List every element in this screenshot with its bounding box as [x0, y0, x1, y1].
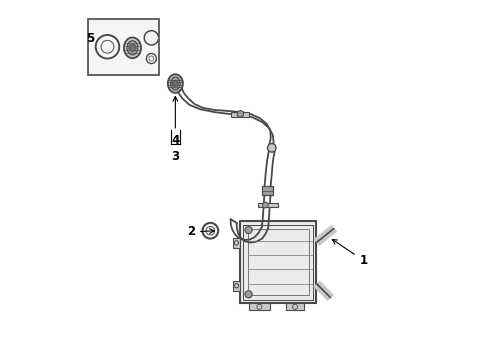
Ellipse shape — [127, 41, 138, 55]
Circle shape — [268, 144, 276, 152]
Ellipse shape — [171, 77, 180, 90]
Circle shape — [245, 291, 252, 298]
Bar — [258, 203, 278, 207]
Bar — [262, 186, 272, 195]
Text: 3: 3 — [172, 150, 179, 163]
Ellipse shape — [124, 37, 141, 58]
Bar — [88, 19, 159, 75]
Bar — [286, 303, 304, 310]
Text: 1: 1 — [332, 239, 368, 267]
Circle shape — [172, 81, 178, 86]
Bar — [233, 281, 240, 291]
Bar — [231, 112, 249, 117]
Bar — [233, 238, 240, 248]
Text: 5: 5 — [86, 32, 94, 45]
Circle shape — [237, 111, 244, 117]
Bar — [247, 229, 309, 296]
Circle shape — [129, 44, 136, 51]
Text: 4: 4 — [171, 96, 179, 147]
Text: 2: 2 — [187, 225, 214, 238]
Bar — [248, 303, 270, 310]
Bar — [240, 221, 317, 303]
Ellipse shape — [168, 74, 183, 93]
Bar — [243, 225, 313, 300]
Circle shape — [263, 202, 268, 208]
Circle shape — [245, 226, 252, 234]
